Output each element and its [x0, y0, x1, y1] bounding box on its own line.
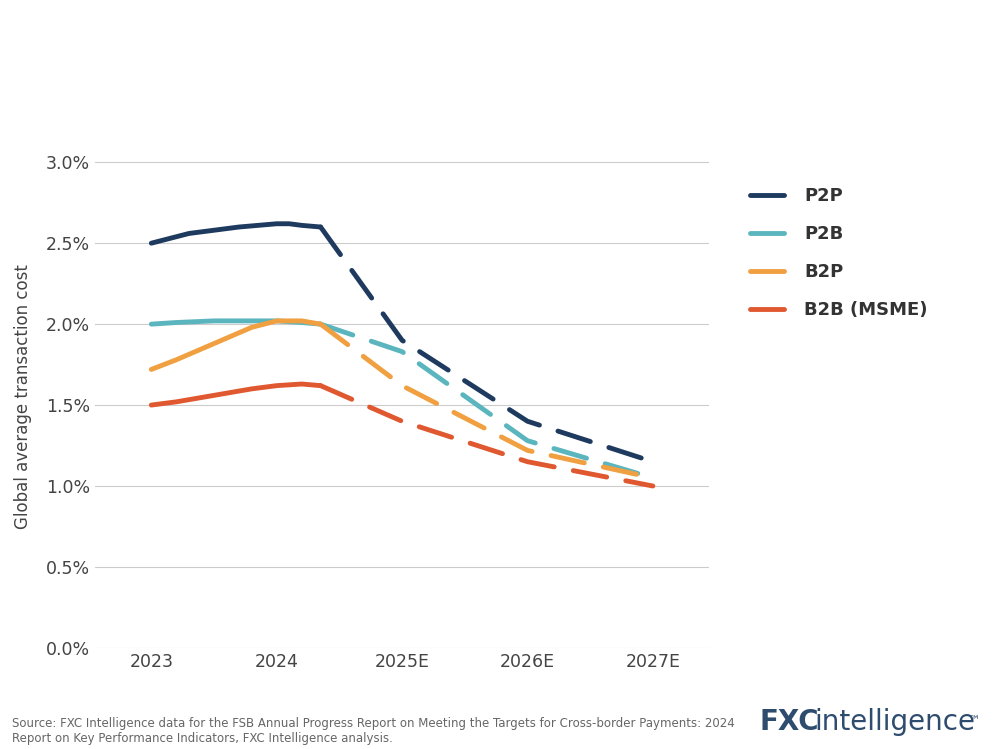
Text: FXC: FXC	[759, 708, 819, 736]
Y-axis label: Global average transaction cost: Global average transaction cost	[14, 264, 32, 530]
Text: intelligence: intelligence	[814, 708, 975, 736]
Legend: P2P, P2B, B2P, B2B (MSME): P2P, P2B, B2P, B2B (MSME)	[743, 181, 935, 327]
Text: Average cross-border payment cost targets for future years to reach 2027 goals: Average cross-border payment cost target…	[18, 82, 718, 100]
Text: Retail payment costs need to drop sharply to reach 2027 target: Retail payment costs need to drop sharpl…	[18, 28, 920, 53]
Text: ™: ™	[967, 715, 980, 728]
Text: Source: FXC Intelligence data for the FSB Annual Progress Report on Meeting the : Source: FXC Intelligence data for the FS…	[12, 718, 734, 745]
